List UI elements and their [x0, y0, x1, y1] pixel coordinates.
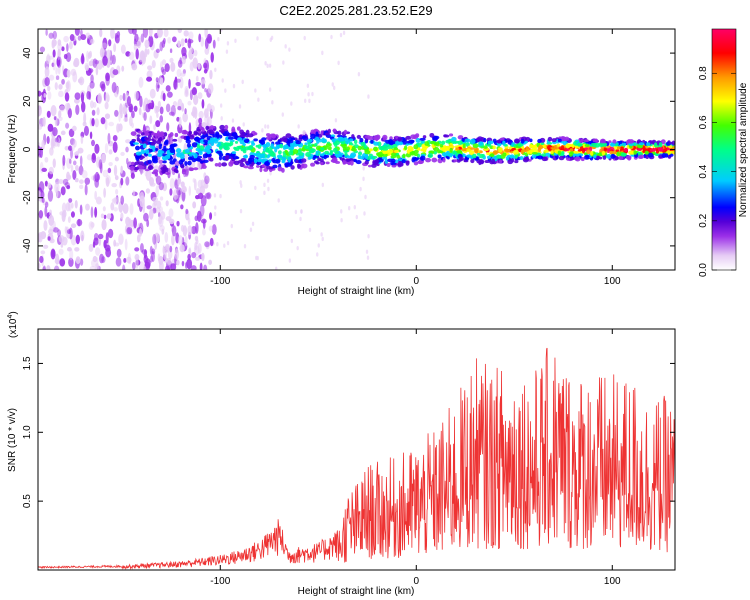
snr-ytick-label: 1.5 — [22, 356, 33, 370]
snr-ticks: -100 0 100 0.5 1.0 1.5 — [22, 329, 675, 587]
spectrogram-ylabel: Frequency (Hz) — [7, 115, 18, 184]
spectrogram-ytick-label: 0 — [22, 146, 33, 152]
spectrogram-ticks: -100 0 100 -40 -20 0 20 40 — [22, 29, 675, 287]
snr-frame — [37, 328, 676, 571]
spectrogram-ytick-label: 20 — [22, 95, 33, 107]
snr-xtick-label: -100 — [210, 576, 230, 587]
spectrogram-ytick-label: -40 — [22, 238, 33, 253]
colorbar-tick-label: 0.8 — [698, 66, 709, 80]
colorbar-gradient — [711, 28, 737, 271]
snr-xtick-label: 0 — [413, 576, 419, 587]
spectrogram-xtick-label: 100 — [604, 276, 621, 287]
colorbar-tick-label: 0.6 — [698, 115, 709, 129]
spectrogram-xtick-label: -100 — [210, 276, 230, 287]
snr-ylabel: SNR (10 * v/v) — [7, 408, 18, 472]
snr-scale-label: (x104) — [7, 311, 19, 338]
snr-ytick-label: 0.5 — [22, 494, 33, 508]
spectrogram-panel: -100 0 100 -40 -20 0 20 40 Height of straight l… — [7, 28, 676, 297]
colorbar: 0.0 0.2 0.4 0.6 0.8 Normalized spectral ampl… — [698, 28, 749, 277]
snr-xtick-label: 100 — [604, 576, 621, 587]
spectrogram-ytick-label: 40 — [22, 47, 33, 59]
colorbar-ticks: 0.0 0.2 0.4 0.6 0.8 — [698, 66, 736, 277]
snr-ytick-label: 1.0 — [22, 425, 33, 439]
spectrogram-layer — [38, 29, 675, 270]
snr-series-line — [38, 347, 675, 570]
figure-title: C2E2.2025.281.23.52.E29 — [279, 3, 432, 18]
colorbar-tick-label: 0.4 — [698, 164, 709, 178]
colorbar-tick-label: 0.0 — [698, 263, 709, 277]
snr-panel: -100 0 100 0.5 1.0 1.5 Height of straight lin… — [7, 311, 676, 597]
spectrogram-xtick-label: 0 — [413, 276, 419, 287]
snr-xlabel: Height of straight line (km) — [298, 586, 415, 597]
spectrogram-xlabel: Height of straight line (km) — [298, 286, 415, 297]
colorbar-tick-label: 0.2 — [698, 213, 709, 227]
colorbar-label: Normalized spectral amplitude — [738, 82, 749, 217]
spectrogram-ytick-label: -20 — [22, 190, 33, 205]
